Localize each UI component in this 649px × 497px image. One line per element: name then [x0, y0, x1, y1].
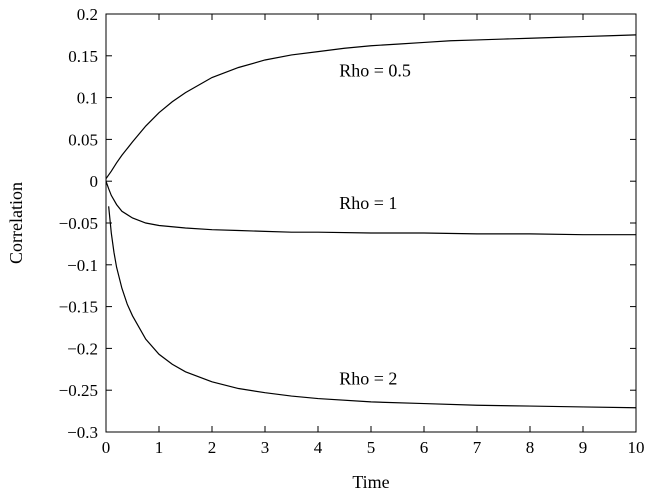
x-tick-label: 2 [208, 438, 217, 457]
y-tick-label: −0.2 [67, 339, 98, 358]
series-annotations: Rho = 0.5 Rho = 1 Rho = 2 [339, 61, 411, 389]
y-tick-label: −0.05 [59, 214, 98, 233]
y-axis-title: Correlation [6, 182, 26, 264]
series-line-3 [108, 206, 637, 409]
y-tick-label: 0.15 [68, 47, 98, 66]
x-tick-label: 9 [579, 438, 588, 457]
series-annotation-1: Rho = 0.5 [339, 61, 411, 81]
x-tick-labels: 0 1 2 3 4 5 6 7 8 9 10 [102, 438, 645, 457]
y-tick-label: −0.15 [59, 298, 98, 317]
y-tick-label: 0.05 [68, 130, 98, 149]
y-tick-label: 0.1 [77, 89, 98, 108]
y-tick-label: −0.1 [67, 256, 98, 275]
x-tick-label: 4 [314, 438, 323, 457]
x-tick-label: 3 [261, 438, 270, 457]
x-tick-label: 0 [102, 438, 111, 457]
x-tick-label: 5 [367, 438, 376, 457]
series-lines [105, 34, 637, 409]
y-tick-label: −0.25 [59, 381, 98, 400]
x-tick-label: 8 [526, 438, 535, 457]
series-annotation-3: Rho = 2 [339, 368, 397, 388]
y-tick-label: 0 [90, 172, 99, 191]
x-tick-label: 1 [155, 438, 164, 457]
series-annotation-2: Rho = 1 [339, 193, 397, 213]
y-tick-labels: 0.2 0.15 0.1 0.05 0 −0.05 −0.1 −0.15 −0.2 −0.25 −0… [59, 5, 98, 442]
x-tick-label: 6 [420, 438, 429, 457]
series-line-2 [105, 181, 636, 236]
series-line-1 [105, 34, 637, 180]
x-axis-title: Time [352, 472, 389, 492]
x-tick-label: 7 [473, 438, 482, 457]
y-tick-label: 0.2 [77, 5, 98, 24]
x-tick-label: 10 [628, 438, 645, 457]
y-tick-label: −0.3 [67, 423, 98, 442]
tick-marks [105, 13, 637, 433]
